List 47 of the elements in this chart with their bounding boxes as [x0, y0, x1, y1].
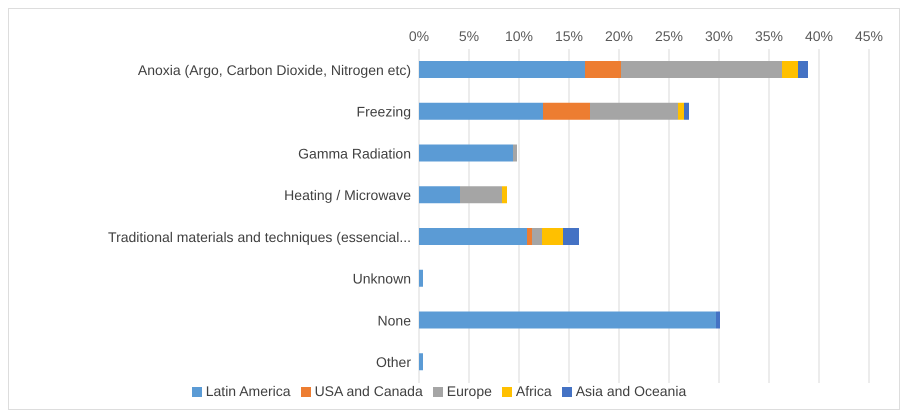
- bar: [527, 228, 532, 245]
- x-tick-label: 20%: [604, 28, 634, 44]
- y-tick-label: Traditional materials and techniques (essencial...: [108, 228, 411, 245]
- y-tick-label: Unknown: [352, 270, 411, 287]
- x-tick-label: 30%: [704, 28, 734, 44]
- bar: [532, 228, 542, 245]
- bar: [513, 144, 517, 162]
- bar: [502, 186, 507, 204]
- bar: [543, 102, 590, 120]
- x-tick-label: 15%: [554, 28, 584, 44]
- bar: [419, 353, 423, 370]
- bar: [585, 61, 621, 78]
- x-tick-label: 10%: [504, 28, 534, 44]
- y-tick-label: None: [378, 312, 412, 328]
- bar: [782, 61, 798, 78]
- bar: [542, 228, 563, 245]
- bar: [419, 312, 716, 328]
- bar: [684, 102, 689, 120]
- bar: [798, 61, 808, 78]
- y-tick-label: Heating / Microwave: [284, 187, 412, 204]
- bar: [460, 186, 502, 204]
- y-tick-label: Anoxia (Argo, Carbon Dioxide, Nitrogen etc): [138, 62, 411, 78]
- bar: [563, 228, 579, 245]
- legend-label: Africa: [516, 383, 552, 399]
- bar: [678, 102, 684, 120]
- x-tick-label: 25%: [654, 28, 684, 44]
- bar: [621, 61, 782, 78]
- x-tick-label: 5%: [458, 28, 480, 44]
- bar: [590, 102, 678, 120]
- x-tick-label: 0%: [408, 28, 430, 44]
- x-tick-label: 40%: [804, 28, 834, 44]
- legend-label: USA and Canada: [314, 383, 423, 399]
- bar: [419, 61, 585, 78]
- y-tick-label: Gamma Radiation: [298, 145, 411, 162]
- bar: [419, 186, 460, 204]
- bar: [716, 312, 720, 328]
- y-tick-label: Other: [376, 354, 412, 370]
- bar: [419, 102, 543, 120]
- bar: [419, 144, 513, 162]
- x-tick-label: 45%: [854, 28, 884, 44]
- bar: [419, 228, 527, 245]
- x-tick-label: 35%: [754, 28, 784, 44]
- legend-label: Latin America: [206, 383, 291, 399]
- bar: [419, 270, 423, 287]
- legend-label: Europe: [446, 383, 492, 399]
- y-tick-label: Freezing: [356, 104, 411, 120]
- legend-label: Asia and Oceania: [576, 383, 686, 399]
